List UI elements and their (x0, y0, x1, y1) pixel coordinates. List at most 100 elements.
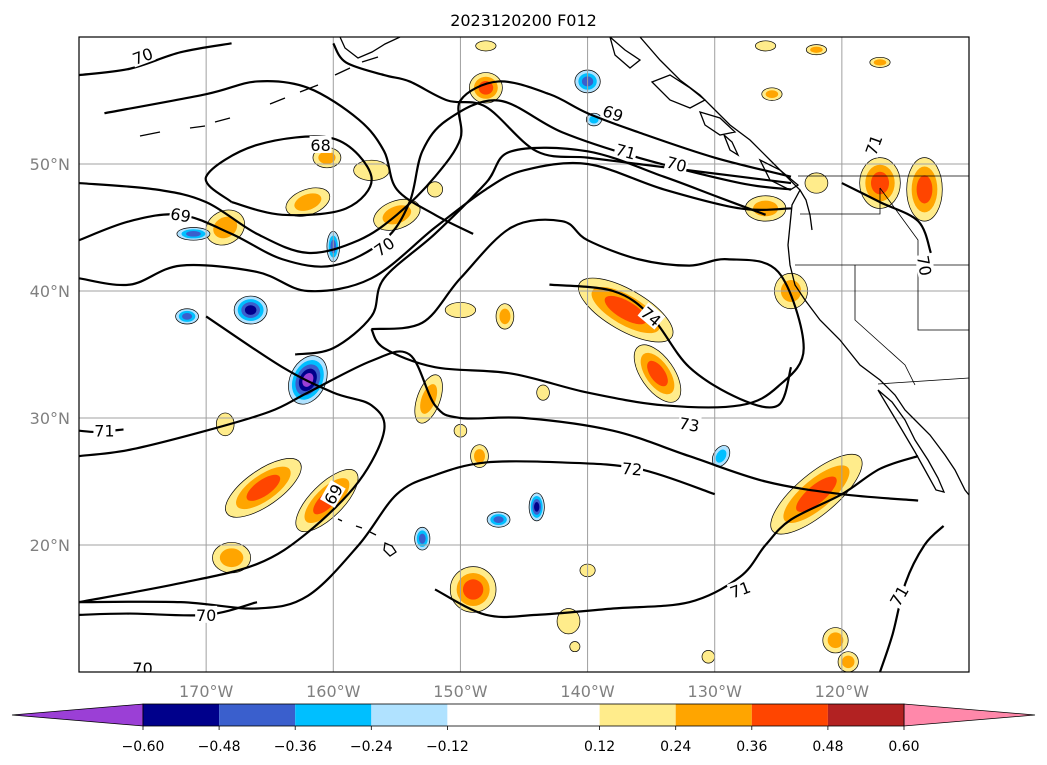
anomaly-level-fill (827, 632, 844, 649)
contour-label-mask (319, 480, 346, 508)
anomaly-level-fill (294, 193, 322, 211)
anomaly-level-fill (475, 40, 497, 52)
colorbar: −0.60 −0.48 −0.36 −0.24 −0.12 0.12 0.24 0.36 0.4… (11, 703, 1036, 755)
political-borders-layer (795, 175, 969, 386)
contour-line-74 (549, 283, 793, 409)
anomaly-patch (701, 650, 716, 664)
anomaly-level-fill (804, 172, 829, 194)
anomaly-patch (449, 566, 497, 613)
anomaly-patch (486, 511, 511, 528)
contour-label: 70 (913, 253, 936, 278)
colorbar-segment (827, 704, 904, 726)
latitude-tick-labels: 50°N 40°N 30°N 20°N (30, 155, 70, 555)
map-frame (78, 36, 970, 673)
colorbar-tick-label: −0.36 (274, 739, 317, 755)
contour-label-text: 71 (613, 140, 638, 164)
anomaly-patch (805, 44, 827, 56)
anomaly-level-fill (765, 90, 779, 99)
anomaly-level-fill (499, 308, 511, 325)
anomaly-level-fill (556, 608, 581, 635)
lon-tick-label: 120°W (815, 682, 870, 701)
contour-line-71 (79, 315, 386, 604)
anomaly-patch (578, 277, 674, 343)
contour-line-73 (370, 218, 805, 409)
contour-line-71 (434, 455, 919, 619)
anomaly-level-fill (870, 171, 890, 195)
longitude-tick-labels: 170°W 160°W 150°W 140°W 130°W 120°W (179, 682, 869, 701)
anomaly-patch (427, 181, 443, 198)
colorbar-tick-label: −0.24 (350, 739, 393, 755)
anomaly-level-fill (474, 449, 485, 464)
contour-label-mask (599, 100, 627, 125)
anomaly-patch (212, 542, 251, 574)
contour-label: 73 (677, 413, 702, 436)
anomaly-patch (414, 526, 431, 551)
lon-tick-label: 150°W (433, 682, 488, 701)
anomaly-level-fill (569, 641, 581, 653)
idaho-border (879, 187, 969, 331)
contour-label-mask (369, 232, 398, 260)
anomaly-patch (770, 453, 863, 535)
anomaly-level-fill (701, 650, 716, 664)
lon-tick-label: 130°W (688, 682, 743, 701)
anomaly-level-fill (418, 533, 426, 544)
contour-label-mask (131, 659, 154, 672)
contour-label-text: 69 (169, 204, 192, 226)
anomaly-level-fill (873, 59, 887, 66)
anomaly-level-fill (755, 40, 777, 52)
contour-label-text: 72 (621, 459, 643, 480)
contour-line-71 (79, 161, 792, 293)
contour-label-text: 70 (132, 659, 152, 678)
california-nevada-border (854, 265, 916, 386)
anomaly-patch (761, 87, 783, 101)
anomaly-level-fill (462, 579, 484, 600)
contour-label-mask (129, 43, 156, 68)
colorbar-tick-label: 0.12 (584, 739, 615, 755)
colorbar-extend-min (11, 703, 144, 727)
vancouver-island (758, 158, 800, 191)
anomaly-level-fill (493, 516, 504, 523)
colorbar-segment (599, 704, 676, 726)
anomaly-patch (804, 172, 829, 194)
contour-label-text: 71 (94, 422, 114, 441)
contour-label: 70 (663, 152, 690, 176)
colorbar-segment (295, 704, 372, 726)
contour-line-71 (841, 182, 932, 254)
colorbar-segment (219, 704, 296, 726)
colorbar-tick-label: 0.36 (736, 739, 767, 755)
contour-label: 70 (195, 605, 218, 625)
contour-label-mask (309, 135, 332, 153)
anomaly-patch (556, 608, 581, 635)
colorbar-segment (447, 704, 600, 726)
washington-oregon-border (800, 188, 881, 215)
contour-label-mask (168, 204, 194, 225)
figure-title: 2023120200 F012 (450, 11, 597, 30)
anomaly-patch (906, 157, 943, 222)
anomaly-level-fill (841, 655, 855, 669)
anomaly-level-fill (604, 295, 647, 325)
colorbar-tick-label: −0.48 (198, 739, 241, 755)
contour-line-69 (79, 80, 792, 255)
contour-label-mask (885, 581, 912, 610)
anomaly-level-fill (420, 384, 438, 414)
anomaly-level-fill (810, 46, 823, 53)
anomaly-patch (175, 308, 199, 325)
contour-label-text: 70 (913, 254, 935, 277)
anomaly-level-fill (427, 181, 443, 198)
contour-line-70 (79, 601, 258, 617)
anomaly-patch (633, 344, 682, 403)
anomaly-level-fill (246, 474, 281, 501)
contour-label-text: 68 (310, 136, 330, 155)
contour-label-mask (663, 152, 690, 175)
contour-label: 69 (168, 204, 194, 226)
contour-label: 68 (309, 135, 332, 155)
alaska-panhandle-islands (609, 37, 737, 136)
contour-label-mask (93, 421, 116, 439)
anomaly-patch (225, 458, 302, 518)
anomaly-patch (822, 627, 849, 654)
contour-line-69 (104, 80, 474, 235)
lon-tick-label: 140°W (560, 682, 615, 701)
contour-line-72 (294, 146, 766, 356)
contour-label-text: 70 (196, 606, 216, 625)
anomaly-patch (233, 295, 268, 325)
